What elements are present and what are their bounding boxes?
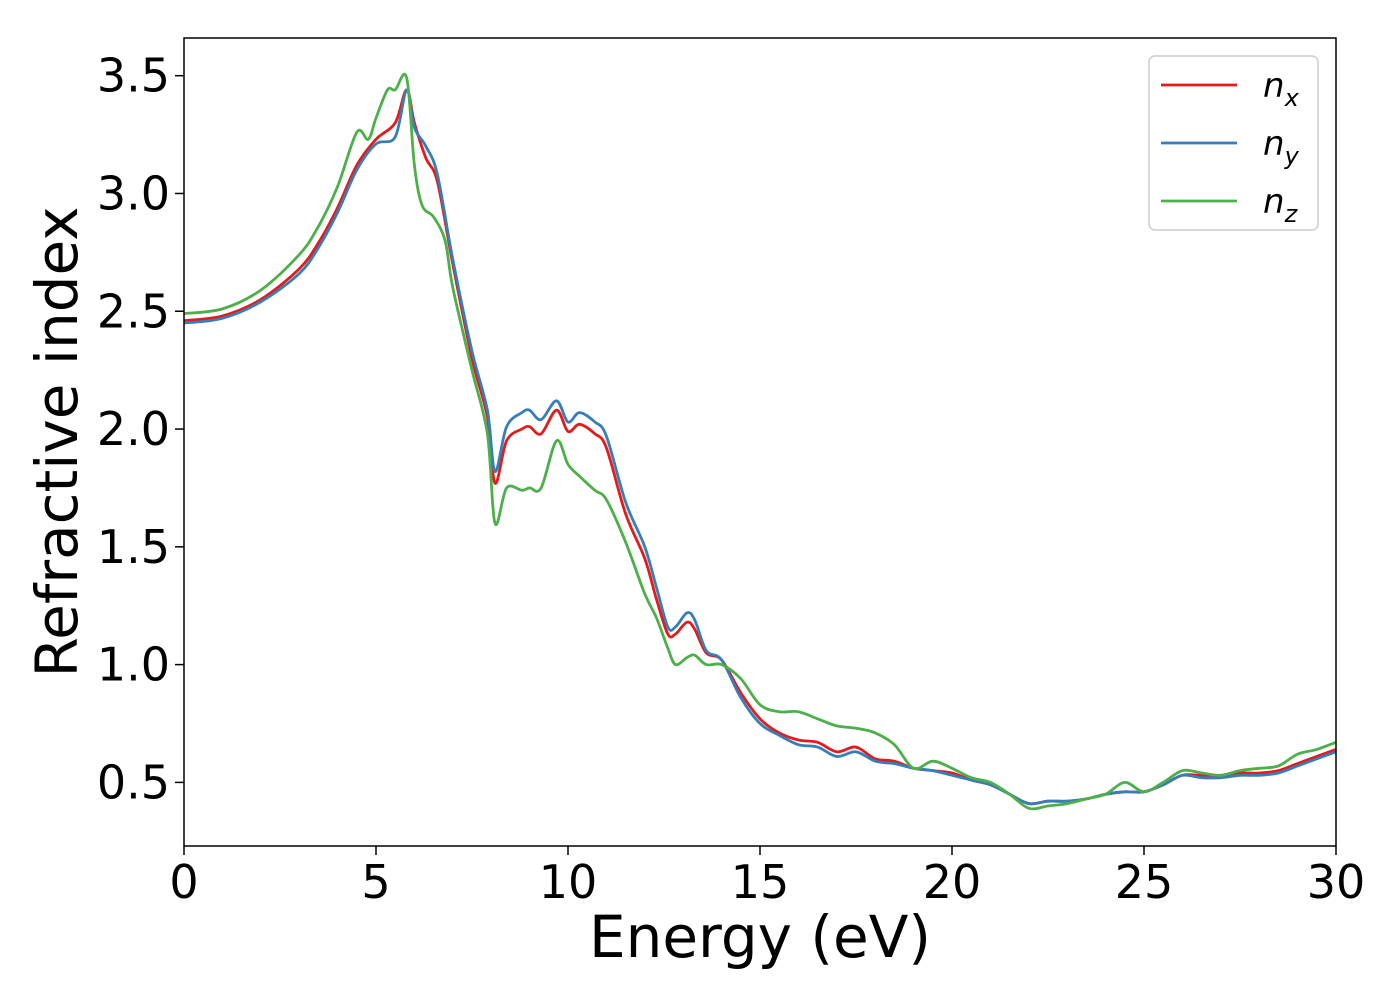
x-tick-label: 25 [1115, 855, 1174, 909]
y-tick-label: 1.0 [97, 638, 170, 692]
x-tick-label: 5 [361, 855, 390, 909]
x-tick-label: 15 [731, 855, 790, 909]
legend-label-z: nz [1263, 182, 1299, 228]
y-tick-label: 2.5 [97, 284, 170, 338]
x-axis-title: Energy (eV) [589, 903, 931, 971]
series-line-y [183, 88, 1337, 806]
series-layer [183, 72, 1337, 811]
y-tick-label: 2.0 [97, 402, 170, 456]
y-axis-title: Refractive index [23, 206, 91, 677]
legend-label-x: nx [1263, 66, 1300, 112]
y-tick-label: 1.5 [97, 520, 170, 574]
x-tick-label: 20 [923, 855, 982, 909]
series-line-z [183, 72, 1337, 811]
x-tick-label: 10 [539, 855, 598, 909]
plot-area [184, 38, 1336, 846]
legend: nx ny nz [1148, 55, 1319, 231]
y-tick-label: 3.0 [97, 166, 170, 220]
y-tick-label: 0.5 [97, 755, 170, 809]
y-axis-ticks: 0.5 1.0 1.5 2.0 2.5 3.0 3.5 [97, 49, 184, 809]
x-tick-label: 0 [169, 855, 198, 909]
y-tick-label: 3.5 [97, 49, 170, 103]
x-axis-ticks: 0 5 10 15 20 25 30 [169, 846, 1365, 909]
legend-label-y: ny [1263, 124, 1300, 170]
x-tick-label: 30 [1307, 855, 1366, 909]
